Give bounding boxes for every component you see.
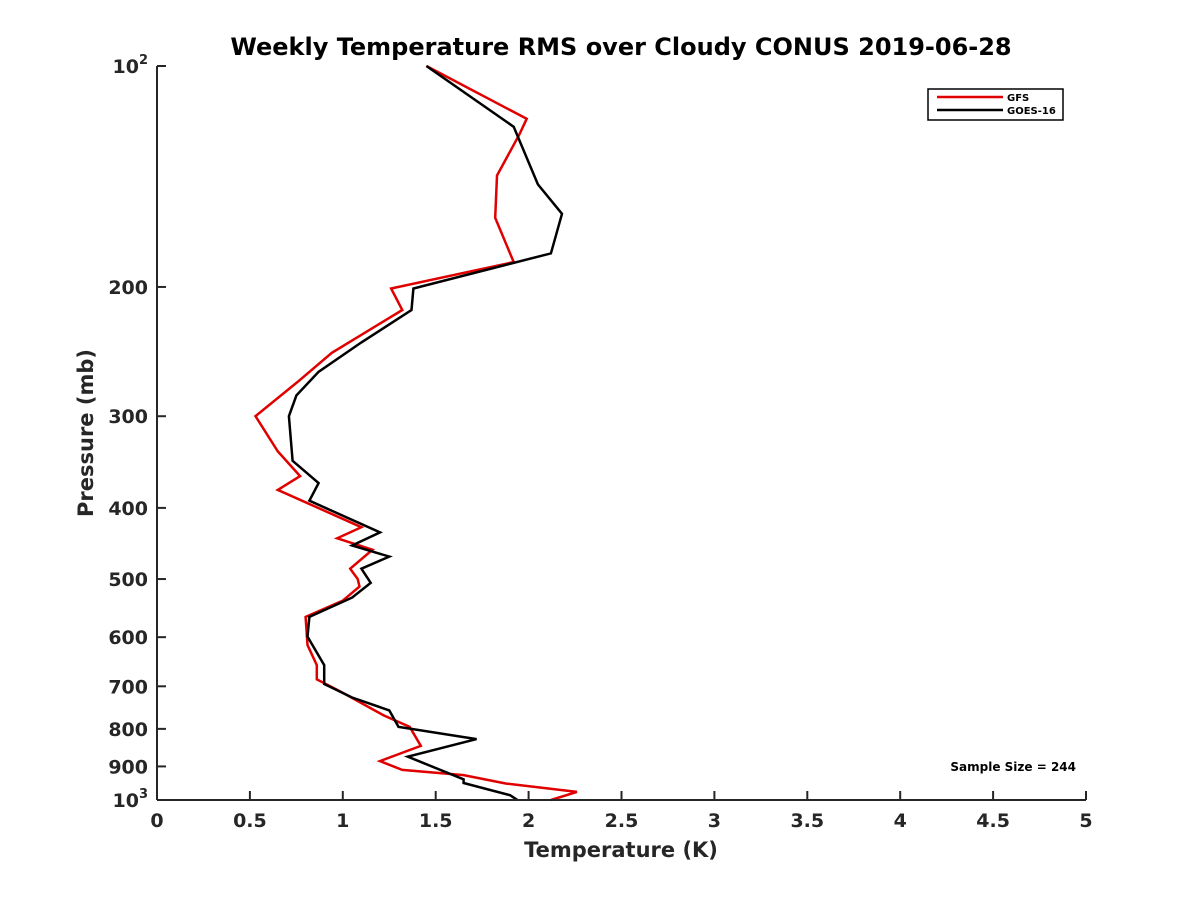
y-tick-label: 800	[108, 719, 148, 741]
x-axis-label: Temperature (K)	[524, 838, 718, 862]
x-tick-label: 0	[150, 810, 163, 832]
y-tick-label: 600	[108, 627, 148, 649]
legend: GFS GOES-16	[927, 88, 1064, 121]
y-tick-label: 400	[108, 498, 148, 520]
y-tick-label: 700	[108, 676, 148, 698]
series-line-gfs	[253, 64, 578, 802]
legend-label-gfs: GFS	[1007, 93, 1029, 104]
x-tick-label: 4.5	[976, 810, 1010, 832]
x-tick-label: 2.5	[605, 810, 639, 832]
x-tick-label: 4	[894, 810, 907, 832]
chart-title: Weekly Temperature RMS over Cloudy CONUS…	[230, 33, 1011, 61]
x-tick-label: 3	[708, 810, 721, 832]
y-ticks: 102 200 300 400 500 600 700 800 900 103	[108, 53, 166, 812]
y-tick-label: 900	[108, 756, 148, 778]
x-tick-label: 0.5	[233, 810, 267, 832]
x-tick-label: 2	[522, 810, 535, 832]
x-tick-label: 3.5	[790, 810, 824, 832]
legend-label-goes16: GOES-16	[1007, 106, 1056, 117]
x-tick-label: 5	[1079, 810, 1092, 832]
y-axis-label: Pressure (mb)	[74, 349, 98, 517]
x-tick-label: 1	[336, 810, 349, 832]
x-tick-label: 1.5	[419, 810, 453, 832]
y-tick-label: 102	[113, 53, 149, 78]
series-layer	[253, 64, 578, 802]
x-ticks: 0 0.5 1 1.5 2 2.5 3 3.5 4 4.5 5	[150, 791, 1093, 832]
series-line-goes16	[287, 64, 564, 802]
sample-size-annotation: Sample Size = 244	[950, 760, 1076, 774]
y-tick-label: 103	[113, 787, 149, 812]
y-tick-label: 300	[108, 406, 148, 428]
y-tick-label: 500	[108, 569, 148, 591]
legend-box	[927, 88, 1064, 121]
y-tick-label: 200	[108, 277, 148, 299]
